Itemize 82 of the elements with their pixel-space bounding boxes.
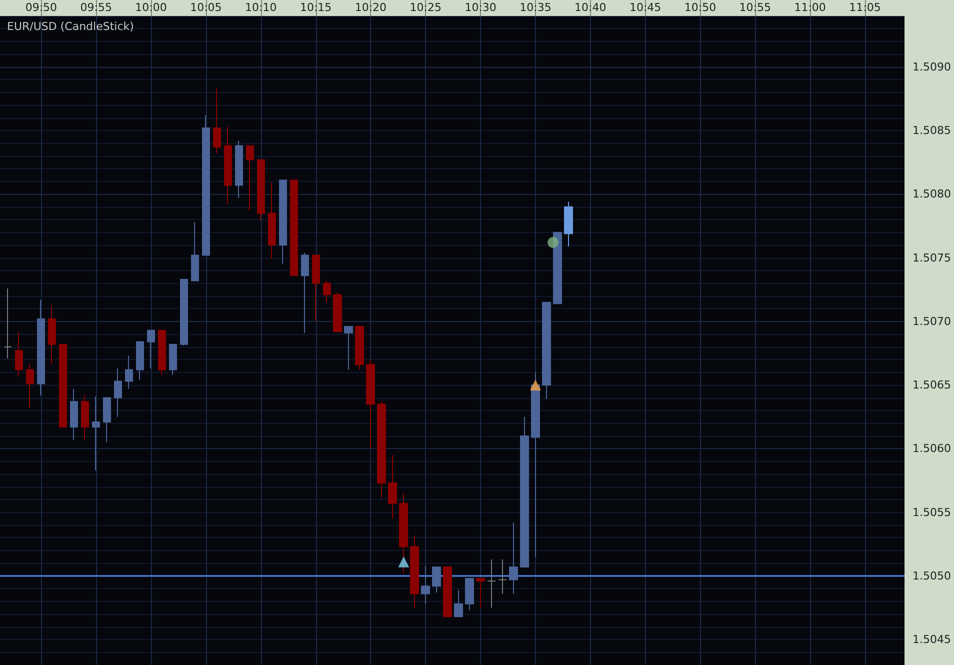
- candlestick: [59, 344, 67, 428]
- candlestick: [103, 397, 111, 443]
- x-tick-label: 10:00: [135, 1, 167, 14]
- candlestick: [498, 558, 507, 594]
- candlestick: [476, 578, 485, 608]
- x-tick-label: 09:55: [80, 1, 112, 14]
- candlestick: [520, 416, 529, 568]
- candlestick: [564, 201, 573, 247]
- candlestick: [377, 401, 386, 499]
- x-tick-label: 10:25: [410, 1, 442, 14]
- x-tick-label: 10:20: [354, 1, 387, 14]
- candlestick: [443, 566, 452, 618]
- candlestick: [158, 330, 166, 376]
- candlestick: [487, 558, 496, 608]
- y-tick-label: 1.5080: [912, 188, 952, 201]
- x-tick-label: 10:05: [190, 1, 222, 14]
- x-tick-label: 10:40: [574, 1, 606, 14]
- candlestick: [290, 180, 298, 276]
- candlestick: [147, 330, 155, 369]
- candlestick: [224, 126, 232, 205]
- candlestick: [323, 280, 331, 303]
- candlestick: [70, 388, 78, 440]
- candlestick: [235, 140, 243, 198]
- candlestick: [279, 180, 287, 265]
- candlestick: [399, 492, 408, 574]
- point: [398, 556, 410, 568]
- candlestick: [366, 359, 375, 450]
- candlestick: [213, 88, 221, 154]
- candlestick: [26, 362, 34, 408]
- x-tick-label: 11:05: [849, 1, 881, 14]
- candlestick: [180, 278, 188, 346]
- candlestick: [257, 159, 265, 222]
- candlestick: [92, 396, 100, 471]
- candlestick: [531, 372, 540, 558]
- y-tick-label: 1.5050: [912, 569, 952, 582]
- candlestick: [268, 182, 276, 260]
- candlestick: [454, 589, 463, 618]
- x-tick-label: 10:35: [520, 1, 552, 14]
- candlestick: [333, 292, 342, 332]
- chart-title: EUR/USD (CandleStick): [7, 20, 134, 33]
- candlestick: [388, 454, 397, 520]
- candlestick: [169, 344, 177, 376]
- y-tick-label: 1.5075: [912, 251, 952, 264]
- x-tick-label: 10:15: [300, 1, 332, 14]
- y-tick-label: 1.5085: [912, 124, 952, 138]
- candlestick: [465, 578, 474, 611]
- candlestick: [114, 368, 122, 418]
- y-tick-label: 1.5060: [912, 442, 952, 456]
- candlestick: [509, 522, 518, 594]
- point: [548, 237, 559, 248]
- candlestick: [48, 306, 56, 366]
- candlestick: [125, 355, 133, 390]
- x-tick-label: 10:30: [464, 1, 496, 14]
- candlestick: [355, 326, 364, 370]
- x-tick-label: 10:10: [245, 1, 277, 14]
- candlestick: [15, 331, 23, 377]
- candlestick: [246, 145, 254, 212]
- candlestick: [542, 302, 551, 400]
- candlestick: [410, 534, 419, 608]
- y-tick-label: 1.5065: [912, 378, 952, 392]
- y-tick-label: 1.5090: [912, 60, 952, 74]
- x-tick-label: 09:50: [25, 1, 58, 14]
- candlestick: [202, 114, 210, 256]
- candlestick: [344, 326, 353, 370]
- y-tick-label: 1.5055: [912, 506, 952, 519]
- candlestick: [136, 341, 144, 380]
- candlestick: [421, 565, 430, 604]
- candlestick: [81, 394, 89, 440]
- candlestick: [553, 232, 562, 304]
- y-tick-label: 1.5045: [912, 633, 952, 646]
- candlestick: [301, 252, 309, 334]
- candlestick: [37, 299, 45, 396]
- y-tick-label: 1.5070: [912, 314, 952, 328]
- candlestick: [312, 254, 320, 322]
- candlestick: [4, 288, 12, 359]
- point: [530, 380, 541, 391]
- x-tick-label: 10:50: [684, 1, 716, 14]
- candlestick: [191, 222, 199, 282]
- x-tick-label: 11:00: [794, 1, 826, 14]
- candlestick: [432, 566, 441, 593]
- x-tick-label: 10:45: [629, 1, 662, 14]
- x-tick-label: 10:55: [739, 1, 771, 14]
